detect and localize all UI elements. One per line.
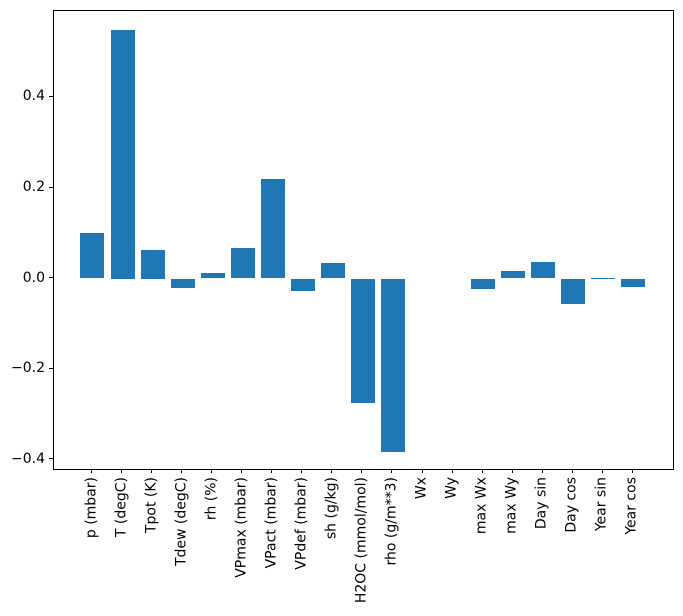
x-tick-label-rho-g-m-3: rho (g/m**3) [383,477,400,566]
y-tick-label: 0.0 [22,269,45,286]
x-tick-label-p-mbar: p (mbar) [83,477,99,539]
y-tick-mark [49,367,53,369]
x-tick-label-wx: Wx [413,477,430,500]
bar-day-sin [531,262,556,279]
x-tick-mark [181,469,183,473]
x-tick-mark [271,469,273,473]
plot-area [53,10,674,470]
bar-day-cos [561,278,586,305]
x-tick-label-vpact-mbar: VPact (mbar) [263,477,280,569]
x-tick-mark [211,469,213,473]
x-tick-label-day-cos: Day cos [563,477,580,533]
bar-rho-g-m-3 [380,278,405,453]
bar-sh-g-kg [320,263,345,279]
x-tick-label-t-degc: T (degC) [113,477,129,538]
x-tick-label-vpdef-mbar: VPdef (mbar) [293,477,310,570]
y-tick-label: 0.2 [22,179,45,195]
x-tick-label-tpot-k: Tpot (K) [143,477,160,534]
bar-year-cos [621,278,646,287]
x-tick-label-day-sin: Day sin [533,477,550,530]
x-tick-label-h2oc-mmol-mol: H2OC (mmol/mol) [353,477,370,604]
bar-tpot-k [140,249,165,279]
x-tick-label-max-wy: max Wy [503,477,520,534]
x-tick-mark [331,469,333,473]
x-tick-label-year-sin: Year sin [593,477,610,532]
x-tick-mark [451,469,453,473]
x-tick-mark [121,469,122,473]
x-tick-mark [511,469,513,473]
x-tick-label-wy: Wy [443,477,460,499]
y-tick-label: −0.2 [11,360,45,376]
bar-max-wy [501,271,526,279]
y-tick-label: 0.4 [22,88,45,105]
bar-rh [200,273,225,279]
y-tick-mark [49,186,53,188]
y-tick-mark [49,95,53,97]
x-tick-mark [541,469,543,473]
x-tick-mark [631,469,633,473]
bar-p-mbar [80,233,105,279]
x-tick-label-tdew-degc: Tdew (degC) [173,477,190,567]
bar-tdew-degc [170,278,195,288]
x-tick-mark [241,469,243,473]
bar-t-degc [110,30,135,279]
bar-h2oc-mmol-mol [350,278,375,404]
y-tick-mark [49,458,53,459]
y-tick-label: −0.4 [11,450,45,467]
x-tick-label-sh-g-kg: sh (g/kg) [323,477,340,540]
x-tick-label-max-wx: max Wx [473,477,490,535]
x-tick-label-vpmax-mbar: VPmax (mbar) [233,477,250,578]
x-tick-label-rh: rh (%) [203,477,220,521]
x-tick-mark [601,469,603,473]
x-tick-mark [571,469,573,473]
y-tick-mark [49,277,53,278]
bar-vpmax-mbar [230,248,255,279]
bar-vpdef-mbar [290,278,315,291]
x-tick-label-year-cos: Year cos [623,477,640,535]
x-tick-mark [91,469,92,473]
x-tick-mark [481,469,483,473]
x-tick-mark [361,469,363,473]
bar-max-wx [471,278,496,290]
x-tick-mark [301,469,303,473]
bar-year-sin [591,277,616,279]
x-tick-mark [151,469,153,473]
x-tick-mark [391,469,393,473]
x-tick-mark [421,469,423,473]
bar-vpact-mbar [260,179,285,279]
